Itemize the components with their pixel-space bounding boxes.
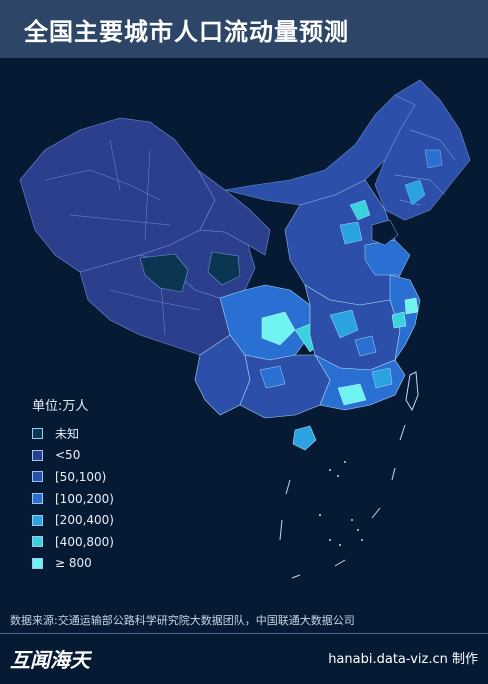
region-shanghai <box>404 297 419 315</box>
region-southwest-hot <box>259 365 286 389</box>
legend-item: ≥ 800 <box>32 553 114 575</box>
legend-title: 单位:万人 <box>32 399 89 414</box>
region-hebei-hot <box>339 221 363 245</box>
legend-label: [400,800) <box>55 534 114 549</box>
south-china-sea-boundary <box>279 424 406 579</box>
legend-item: [200,400) <box>32 509 114 531</box>
legend-item: [100,200) <box>32 488 114 510</box>
legend-item: [50,100) <box>32 466 114 488</box>
legend-label: [200,400) <box>55 513 114 528</box>
legend-swatch <box>32 514 43 526</box>
legend-label: [50,100) <box>55 469 107 484</box>
region-northeast-hot-2 <box>424 149 443 169</box>
region-guangdong-fujian <box>314 354 406 411</box>
legend-label: ≥ 800 <box>55 556 92 571</box>
legend-item: 未知 <box>32 423 114 445</box>
legend-swatch <box>32 493 43 505</box>
region-unknown-qinghai-2 <box>207 251 241 286</box>
region-gansu <box>197 169 271 256</box>
legend-swatch <box>32 536 43 548</box>
region-guizhou-guangxi <box>239 354 331 419</box>
region-chengdu <box>261 311 296 346</box>
brand-logo: 互闻海天 <box>10 648 90 672</box>
legend-swatch <box>32 471 43 483</box>
legend-label: 未知 <box>55 427 80 442</box>
china-map <box>19 79 471 579</box>
region-northeast <box>374 79 471 221</box>
region-guangzhou-shenzhen <box>337 383 367 406</box>
region-northeast-hot <box>404 179 426 206</box>
region-fujian-hot <box>371 367 393 389</box>
legend-label: [100,200) <box>55 491 114 506</box>
region-hainan <box>292 425 317 451</box>
legend-swatch <box>32 428 43 440</box>
region-central-hot <box>329 309 359 339</box>
legend-swatch <box>32 449 43 461</box>
legend-item: <50 <box>32 445 114 467</box>
region-bohai <box>371 219 399 246</box>
islands <box>319 461 363 546</box>
region-taiwan <box>405 371 419 412</box>
region-unknown-qinghai <box>139 253 189 293</box>
legend: 单位:万人 未知 <50 [50,100) [100,200) [200,400… <box>32 395 114 574</box>
title-bar: 全国主要城市人口流动量预测 <box>0 0 488 58</box>
region-beijing <box>349 199 371 221</box>
region-central-hot-2 <box>354 335 377 357</box>
data-source: 数据来源:交通运输部公路科学研究院大数据团队，中国联通大数据公司 <box>10 614 355 627</box>
region-shandong <box>364 239 411 276</box>
legend-swatch <box>32 557 43 569</box>
legend-label: <50 <box>55 448 81 463</box>
credit-link[interactable]: hanabi.data-viz.cn 制作 <box>328 652 478 667</box>
footer-divider <box>0 633 488 634</box>
page-title: 全国主要城市人口流动量预测 <box>24 18 349 46</box>
legend-item: [400,800) <box>32 531 114 553</box>
region-hangzhou <box>391 311 407 329</box>
